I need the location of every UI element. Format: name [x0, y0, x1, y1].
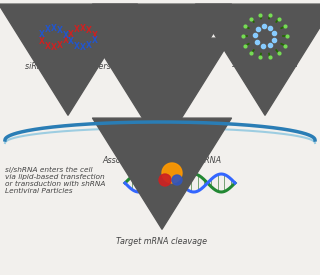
Text: X: X: [74, 25, 80, 34]
Text: X: X: [45, 42, 51, 51]
Text: X: X: [92, 36, 98, 45]
Text: X: X: [45, 25, 51, 34]
Text: shRNA Plasmid DNA: shRNA Plasmid DNA: [122, 60, 202, 69]
Text: Association with target mRNA: Association with target mRNA: [102, 156, 221, 165]
Text: X: X: [80, 43, 86, 53]
Text: X: X: [68, 30, 74, 39]
Text: shRNA Lentiviral
Particles: shRNA Lentiviral Particles: [232, 60, 298, 79]
Text: X: X: [80, 23, 86, 32]
Text: X: X: [51, 43, 57, 53]
Circle shape: [159, 174, 171, 186]
Text: X: X: [86, 41, 92, 50]
Text: X: X: [92, 31, 98, 40]
Text: X: X: [86, 26, 92, 35]
Text: X: X: [68, 37, 74, 46]
Text: X: X: [62, 31, 68, 40]
Text: X: X: [39, 30, 45, 39]
Circle shape: [247, 18, 283, 54]
Text: si/shRNA enters the cell
via lipid-based transfection
or transduction with shRNA: si/shRNA enters the cell via lipid-based…: [5, 167, 105, 194]
Text: siRNA Gene Silencers: siRNA Gene Silencers: [25, 62, 111, 71]
Text: X: X: [57, 42, 62, 51]
Text: X: X: [74, 42, 80, 51]
Text: X: X: [39, 37, 45, 46]
Text: X: X: [62, 36, 68, 45]
Text: X: X: [51, 23, 57, 32]
Text: Target mRNA cleavage: Target mRNA cleavage: [116, 237, 207, 246]
Circle shape: [172, 175, 182, 185]
Circle shape: [162, 163, 182, 183]
Text: X: X: [57, 26, 62, 35]
